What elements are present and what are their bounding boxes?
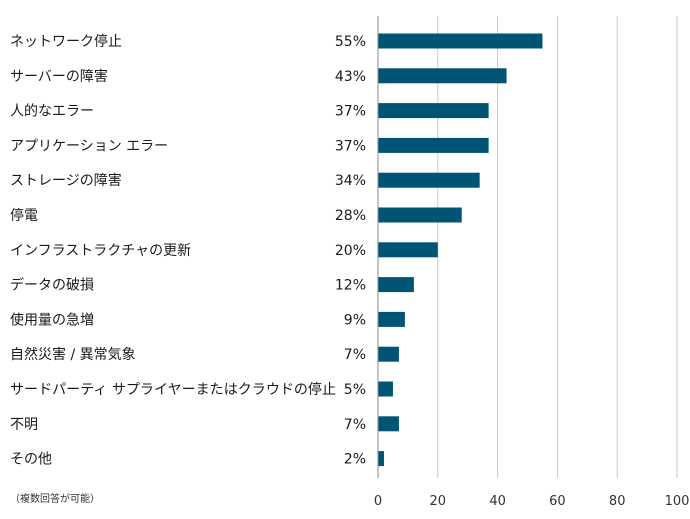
- category-label: サードパーティ サプライヤーまたはクラウドの停止: [10, 381, 336, 398]
- category-label: ネットワーク停止: [10, 33, 122, 50]
- value-label: 5%: [344, 382, 366, 398]
- category-label: 人的なエラー: [10, 104, 94, 120]
- bar: [378, 451, 384, 467]
- bars: [378, 33, 543, 467]
- footnote: （複数回答が可能）: [10, 494, 100, 505]
- value-label: 55%: [335, 34, 366, 50]
- category-label: アプリケーション エラー: [10, 138, 168, 154]
- category-label: 使用量の急増: [10, 311, 94, 328]
- value-labels: 55% 43% 37% 37% 34% 28% 20% 12% 9% 7% 5% 7% 2%: [335, 34, 366, 468]
- value-label: 12%: [335, 278, 366, 294]
- category-label: ストレージの障害: [10, 173, 122, 189]
- value-label: 7%: [344, 417, 366, 433]
- bar: [378, 311, 405, 327]
- x-tick-label: 60: [549, 494, 566, 509]
- value-label: 37%: [335, 138, 366, 154]
- bar: [378, 33, 543, 49]
- value-label: 2%: [344, 452, 366, 468]
- x-tick-label: 0: [374, 494, 382, 509]
- value-label: 37%: [335, 104, 366, 120]
- category-label: 自然災害 / 異常気象: [10, 346, 136, 363]
- x-tick-labels: 0 20 40 60 80 100: [374, 494, 690, 509]
- value-label: 9%: [344, 312, 366, 328]
- x-tick-label: 80: [609, 494, 626, 509]
- category-label: 不明: [10, 417, 38, 433]
- value-label: 7%: [344, 347, 366, 363]
- category-label: その他: [10, 452, 52, 468]
- category-label: データの破損: [10, 277, 94, 294]
- value-label: 34%: [335, 173, 366, 189]
- value-label: 28%: [335, 208, 366, 224]
- bar: [378, 172, 480, 188]
- x-tick-label: 100: [665, 494, 690, 509]
- bar: [378, 381, 393, 397]
- x-tick-label: 20: [430, 494, 447, 509]
- bar: [378, 346, 399, 362]
- bar: [378, 68, 507, 84]
- bar: [378, 207, 462, 223]
- x-tick-label: 40: [489, 494, 506, 509]
- bar: [378, 416, 399, 432]
- bar: [378, 137, 489, 153]
- bar: [378, 242, 438, 258]
- category-label: インフラストラクチャの更新: [10, 243, 191, 259]
- grid-lines: [437, 16, 678, 478]
- value-label: 43%: [335, 69, 366, 85]
- bar: [378, 103, 489, 119]
- category-label: サーバーの障害: [10, 69, 108, 85]
- value-label: 20%: [335, 243, 366, 259]
- category-label: 停電: [10, 207, 38, 224]
- bar: [378, 277, 414, 293]
